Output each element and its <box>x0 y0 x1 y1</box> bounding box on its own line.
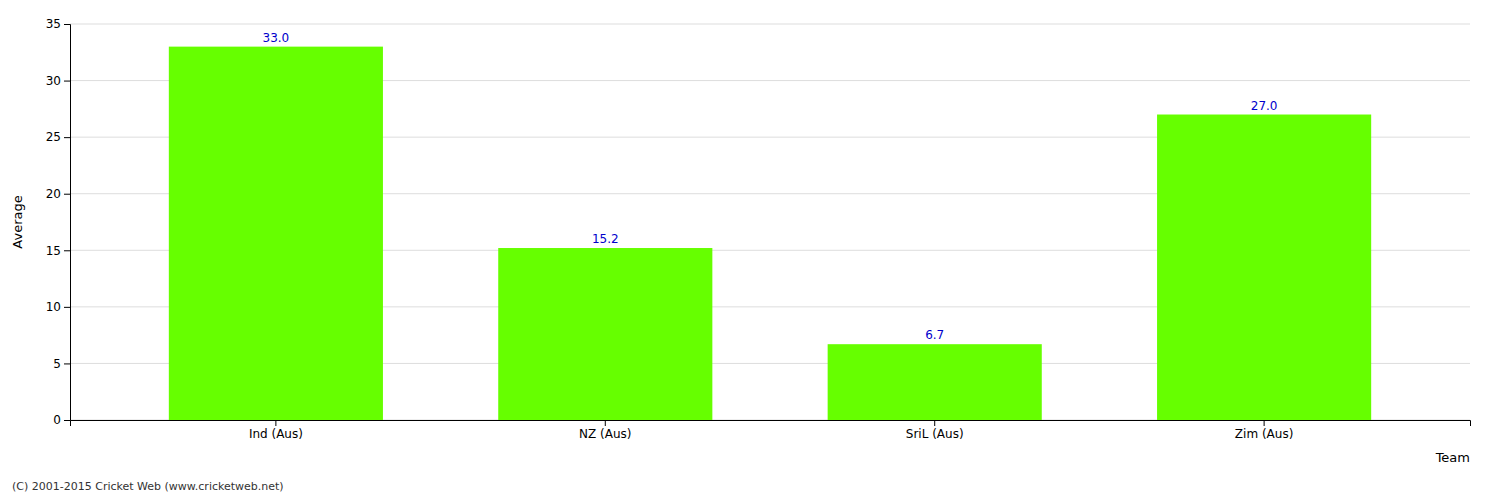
x-tick-label: SriL (Aus) <box>906 427 964 441</box>
x-tick-label: Zim (Aus) <box>1235 427 1294 441</box>
bar <box>828 344 1042 420</box>
x-axis-line <box>71 421 1471 427</box>
y-tick-label: 15 <box>46 244 61 258</box>
grid-line <box>70 24 1470 25</box>
bar <box>169 47 383 420</box>
y-tick: 20 <box>46 187 70 201</box>
y-tick-mark <box>64 250 70 251</box>
y-tick-label: 20 <box>46 187 61 201</box>
y-axis: 0 5 10 15 20 25 30 35 <box>46 17 71 427</box>
y-tick: 25 <box>46 130 70 144</box>
y-tick-label: 10 <box>46 300 61 314</box>
x-tick-mark <box>605 420 606 426</box>
x-tick-label: NZ (Aus) <box>579 427 631 441</box>
y-tick-label: 25 <box>46 130 61 144</box>
y-tick: 15 <box>46 244 70 258</box>
y-axis-line <box>64 25 71 421</box>
y-tick: 0 <box>53 413 70 427</box>
y-tick-mark <box>64 363 70 364</box>
data-labels: 33.0 15.2 6.7 27.0 <box>263 31 1278 343</box>
footer-text: (C) 2001-2015 Cricket Web (www.cricketwe… <box>12 480 284 493</box>
x-tick-mark <box>275 420 276 426</box>
bar <box>1157 115 1371 420</box>
x-tick: NZ (Aus) <box>579 420 631 441</box>
data-label: 33.0 <box>263 31 290 45</box>
y-tick-label: 35 <box>46 17 61 31</box>
x-tick-mark <box>1264 420 1265 426</box>
data-label: 27.0 <box>1251 99 1278 113</box>
bar <box>498 248 712 420</box>
y-tick-mark <box>64 307 70 308</box>
chart-container: 0 5 10 15 20 25 30 35 Ind (Aus) NZ (Aus) SriL (Aus… <box>0 0 1500 500</box>
y-axis-title: Average <box>10 195 25 248</box>
y-tick-label: 5 <box>53 357 61 371</box>
x-tick-mark <box>934 420 935 426</box>
x-tick: Ind (Aus) <box>249 420 303 441</box>
x-axis: Ind (Aus) NZ (Aus) SriL (Aus) Zim (Aus) <box>71 420 1471 441</box>
y-tick-label: 0 <box>53 413 61 427</box>
y-tick-mark <box>64 81 70 82</box>
x-tick: Zim (Aus) <box>1235 420 1294 441</box>
y-tick: 10 <box>46 300 70 314</box>
plot-area: 0 5 10 15 20 25 30 35 Ind (Aus) NZ (Aus) SriL (Aus… <box>10 17 1471 465</box>
data-label: 15.2 <box>592 232 619 246</box>
bars <box>169 47 1371 420</box>
y-tick-mark <box>64 194 70 195</box>
chart-svg: 0 5 10 15 20 25 30 35 Ind (Aus) NZ (Aus) SriL (Aus… <box>0 0 1500 500</box>
x-tick-label: Ind (Aus) <box>249 427 303 441</box>
grid <box>70 24 1470 420</box>
y-tick: 5 <box>53 357 70 371</box>
x-axis-title: Team <box>1435 450 1470 465</box>
y-tick: 35 <box>46 17 70 31</box>
data-label: 6.7 <box>925 328 944 342</box>
x-tick: SriL (Aus) <box>906 420 964 441</box>
y-tick-mark <box>64 420 70 421</box>
y-tick-mark <box>64 24 70 25</box>
y-tick-mark <box>64 137 70 138</box>
y-tick-label: 30 <box>46 74 61 88</box>
y-tick: 30 <box>46 74 70 88</box>
